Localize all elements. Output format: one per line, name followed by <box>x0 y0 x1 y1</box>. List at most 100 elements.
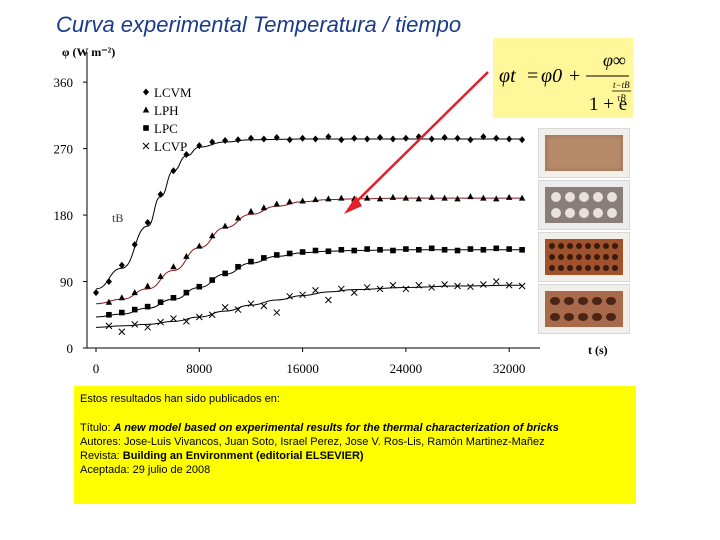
data-point-lpc <box>273 252 280 258</box>
data-point-lph <box>505 193 513 200</box>
data-point-lph <box>234 214 242 221</box>
data-point-lph <box>170 263 177 270</box>
data-point-lph <box>209 232 216 239</box>
data-point-lph <box>441 194 448 201</box>
legend-label-lcvp: LCVP <box>154 139 187 154</box>
data-point-lcvm <box>389 135 396 143</box>
formula-equals: = <box>527 65 538 87</box>
data-point-lph <box>338 194 345 201</box>
data-point-lcvm <box>260 135 267 143</box>
data-point-lph <box>363 194 371 201</box>
data-point-lpc <box>144 303 151 310</box>
legend-label-lph: LPH <box>154 103 179 118</box>
legend-marker-lph <box>142 106 150 113</box>
data-point-lcvp <box>350 289 358 296</box>
data-point-lcvm <box>519 136 526 144</box>
data-point-lpc <box>235 263 241 270</box>
tb-annotation: tB <box>112 211 123 225</box>
data-point-lcvp <box>195 313 203 321</box>
data-point-lcvp <box>299 291 306 299</box>
data-point-lph <box>454 195 461 202</box>
data-point-lcvm <box>144 218 151 226</box>
data-point-lpc <box>196 283 203 290</box>
data-point-lpc <box>415 246 422 253</box>
note-journal-line: Revista: Building an Environment (editor… <box>80 449 364 463</box>
data-point-lcvp <box>208 311 216 319</box>
data-point-lcvm <box>493 134 500 142</box>
x-tick-label: 16000 <box>286 361 319 376</box>
note-title-value: A new model based on experimental result… <box>113 422 559 434</box>
data-point-lcvm <box>222 136 229 144</box>
data-point-lcvm <box>299 134 306 142</box>
y-axis-label: φ (W m⁻²) <box>62 45 115 59</box>
data-point-lcvm <box>402 134 409 142</box>
data-point-lpc <box>325 248 332 255</box>
x-tick-label: 32000 <box>493 361 526 376</box>
x-tick-label: 24000 <box>390 361 423 376</box>
data-point-lph <box>518 194 526 201</box>
data-point-lcvm <box>131 241 138 249</box>
legend-marker-lcvm <box>143 88 149 96</box>
formula-numerator: φ∞ <box>603 50 626 70</box>
data-point-lcvp <box>376 285 384 293</box>
data-point-lcvm <box>467 136 474 144</box>
data-point-lcvm <box>247 134 254 142</box>
data-point-lph <box>247 207 255 214</box>
y-tick-label: 180 <box>54 208 74 223</box>
data-point-lph <box>467 193 474 200</box>
data-point-lcvp <box>402 285 410 293</box>
data-point-lpc <box>170 294 177 301</box>
data-point-lpc <box>467 246 474 252</box>
data-point-lpc <box>338 246 345 253</box>
data-point-lpc <box>351 247 358 254</box>
data-point-lcvp <box>415 281 423 289</box>
data-point-lph <box>196 242 203 249</box>
data-point-lcvp <box>183 318 190 325</box>
data-point-lph <box>221 222 229 229</box>
data-point-lcvm <box>235 136 242 144</box>
solid-brick-photo <box>538 128 630 178</box>
note-intro: Estos resultados han sido publicados en: <box>80 393 280 405</box>
data-point-lcvp <box>247 300 255 308</box>
data-point-lcvp <box>492 278 500 285</box>
data-point-lph <box>415 195 422 202</box>
data-point-lcvm <box>93 289 99 297</box>
data-point-lcvp <box>325 296 332 304</box>
data-point-lcvp <box>454 282 461 290</box>
data-point-lpc <box>286 250 293 257</box>
legend-marker-lpc <box>143 125 149 131</box>
data-point-lpc <box>183 289 190 296</box>
data-point-lph <box>105 298 113 305</box>
data-point-lph <box>428 193 435 200</box>
data-point-lcvp <box>118 328 126 336</box>
data-point-lcvm <box>480 133 487 141</box>
data-point-lpc <box>106 311 112 318</box>
note-accepted: Aceptada: 29 julio de 2008 <box>80 464 211 476</box>
data-point-lcvm <box>105 278 112 286</box>
data-point-lph <box>183 252 190 259</box>
fit-curve <box>95 284 523 328</box>
data-point-lpc <box>403 246 409 252</box>
formula-lhs: φt <box>499 65 516 87</box>
data-point-lcvp <box>337 285 345 293</box>
data-point-lcvm <box>428 135 435 143</box>
arrow <box>344 71 489 214</box>
publication-note: Estos resultados han sido publicados en:… <box>74 386 636 504</box>
data-point-lcvp <box>363 284 371 291</box>
data-point-lpc <box>119 309 125 316</box>
data-point-lpc <box>493 245 500 252</box>
data-point-lcvp <box>105 322 113 330</box>
data-point-lpc <box>441 246 448 253</box>
data-point-lcvm <box>157 190 164 198</box>
data-point-lpc <box>428 245 435 252</box>
data-point-lph <box>493 195 500 202</box>
data-point-lcvp <box>505 281 513 289</box>
data-point-lcvm <box>196 142 203 150</box>
brick-with-many-small-holes-photo <box>538 232 630 282</box>
data-point-lcvp <box>170 315 177 322</box>
data-point-lcvp <box>312 287 319 294</box>
data-point-lcvm <box>338 136 345 144</box>
y-tick-label: 90 <box>60 275 73 290</box>
page-title: Curva experimental Temperatura / tiempo <box>56 12 462 37</box>
